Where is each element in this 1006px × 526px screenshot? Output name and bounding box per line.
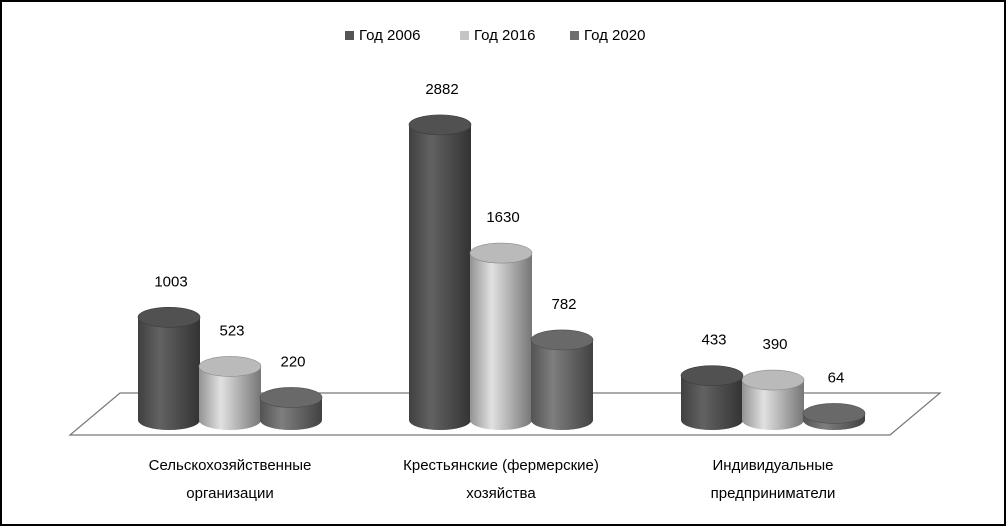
value-label: 523 xyxy=(219,322,244,339)
value-label: 1630 xyxy=(486,209,519,226)
value-label: 390 xyxy=(762,336,787,353)
value-label: 220 xyxy=(280,353,305,370)
legend-label: Год 2006 xyxy=(359,27,420,44)
bar-top xyxy=(259,387,323,408)
bar-top xyxy=(469,242,533,264)
bar-top xyxy=(680,365,744,386)
legend-swatch xyxy=(570,31,579,40)
bar xyxy=(259,387,323,430)
value-label: 2882 xyxy=(425,81,458,98)
bar xyxy=(137,306,201,430)
bar-top xyxy=(137,306,201,328)
legend-swatch xyxy=(460,31,469,40)
bar xyxy=(530,329,594,430)
x-tick-label: Крестьянские (фермерские) хозяйства xyxy=(403,457,599,502)
bar-body xyxy=(742,380,804,430)
bar xyxy=(802,403,866,430)
bar-body xyxy=(531,339,593,430)
bar-body xyxy=(409,124,471,430)
x-tick-label: Индивидуальные предприниматели xyxy=(711,457,836,502)
bar-top xyxy=(408,114,472,136)
legend-label: Год 2016 xyxy=(474,27,535,44)
x-tick-label: Сельскохозяйственные организации xyxy=(149,457,312,502)
bar-body xyxy=(470,253,532,430)
bar-top xyxy=(198,356,262,377)
value-label: 433 xyxy=(701,332,726,349)
bar xyxy=(469,242,533,430)
legend-swatch xyxy=(345,31,354,40)
bar-body xyxy=(681,375,743,430)
bar-top xyxy=(802,403,866,424)
bar xyxy=(408,114,472,430)
bar xyxy=(198,356,262,430)
value-label: 1003 xyxy=(154,273,187,290)
bar-top xyxy=(530,329,594,351)
bar-top xyxy=(741,369,805,391)
bar xyxy=(741,369,805,430)
legend-label: Год 2020 xyxy=(584,27,645,44)
bar xyxy=(680,365,744,430)
bar-body xyxy=(199,366,261,430)
value-label: 782 xyxy=(551,296,576,313)
bar-body xyxy=(138,317,200,430)
value-label: 64 xyxy=(828,369,845,386)
